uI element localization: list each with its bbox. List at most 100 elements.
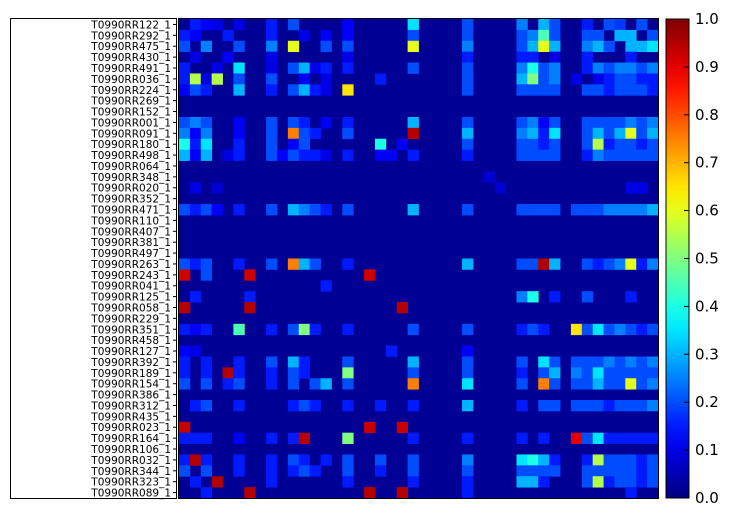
heatmap-cell	[603, 465, 615, 477]
heatmap-cell	[603, 400, 615, 412]
heatmap-cell	[320, 40, 332, 53]
heatmap-cell	[462, 19, 474, 31]
heatmap-cell	[396, 302, 409, 314]
heatmap-cell	[298, 432, 311, 444]
heatmap-cell	[396, 421, 409, 434]
heatmap-cell	[309, 127, 321, 140]
heatmap-cell	[549, 40, 561, 53]
heatmap-cell	[179, 323, 191, 336]
heatmap-cell	[342, 476, 354, 488]
heatmap-cell	[527, 116, 539, 129]
heatmap-cell	[342, 378, 354, 390]
heatmap-cell	[309, 204, 321, 216]
heatmap-cell	[516, 127, 528, 140]
row-label: T0990RR001_1	[90, 117, 171, 129]
heatmap-cell	[581, 454, 594, 466]
heatmap-cell	[603, 432, 615, 444]
heatmap-cell	[636, 465, 648, 477]
heatmap-cell	[625, 356, 637, 368]
row-label: T0990RR089_1	[90, 488, 171, 500]
heatmap-cell	[614, 400, 626, 412]
heatmap-cell	[614, 367, 626, 379]
heatmap-cell	[233, 127, 245, 140]
heatmap-cell	[592, 116, 604, 129]
heatmap-cell	[581, 62, 594, 74]
heatmap-cell	[200, 84, 213, 96]
heatmap-cell	[200, 127, 213, 140]
heatmap-cell	[200, 378, 213, 390]
heatmap-cell	[647, 323, 659, 336]
heatmap-cell	[549, 258, 561, 270]
heatmap-cell	[287, 400, 300, 412]
heatmap-cell	[233, 73, 245, 85]
heatmap-cell	[462, 62, 474, 74]
heatmap-cell	[396, 487, 409, 499]
heatmap-cell	[636, 204, 648, 216]
heatmap-cell	[266, 138, 278, 151]
heatmap-cell	[179, 421, 191, 434]
heatmap-cell	[538, 138, 550, 151]
heatmap-cell	[549, 291, 561, 303]
heatmap-cell	[222, 149, 234, 161]
heatmap-cell	[625, 258, 637, 270]
heatmap-cell	[179, 73, 191, 85]
heatmap-cell	[309, 84, 321, 96]
heatmap-cell	[527, 84, 539, 96]
heatmap-cell	[516, 138, 528, 151]
heatmap-cell	[538, 116, 550, 129]
heatmap-cell	[647, 62, 659, 74]
heatmap-cell	[222, 378, 234, 390]
plot-area	[179, 19, 659, 499]
colorbar-tick-label: 0.6	[695, 202, 719, 220]
heatmap-cell	[342, 62, 354, 74]
heatmap-cell	[603, 356, 615, 368]
heatmap-cell	[581, 29, 594, 42]
heatmap-cell	[266, 62, 278, 74]
heatmap-cell	[179, 84, 191, 96]
heatmap-cell	[298, 62, 311, 74]
heatmap-cell	[298, 323, 311, 336]
heatmap-cell	[462, 73, 474, 85]
heatmap-cell	[407, 40, 419, 53]
heatmap-cell	[189, 204, 202, 216]
heatmap-cell	[592, 378, 604, 390]
heatmap-cell	[266, 19, 278, 31]
heatmap-cell	[647, 432, 659, 444]
heatmap-cell	[516, 62, 528, 74]
row-label: T0990RR386_1	[90, 390, 171, 402]
heatmap-cell	[527, 204, 539, 216]
heatmap-cell	[189, 454, 202, 466]
colorbar-tick-label: 0.5	[695, 250, 719, 268]
heatmap-cell	[200, 73, 213, 85]
row-label: T0990RR475_1	[90, 41, 171, 53]
heatmap-cell	[603, 323, 615, 336]
heatmap-cell	[320, 62, 332, 74]
heatmap-cell	[462, 465, 474, 477]
heatmap-cell	[407, 400, 419, 412]
heatmap-cell	[179, 258, 191, 270]
heatmap-cell	[636, 40, 648, 53]
heatmap-cell	[516, 149, 528, 161]
heatmap-cell	[276, 149, 289, 161]
heatmap-cell	[647, 465, 659, 477]
heatmap-cell	[538, 432, 550, 444]
heatmap-cell	[581, 149, 594, 161]
colorbar-tick-label: 0.7	[695, 154, 719, 172]
heatmap-cell	[647, 378, 659, 390]
heatmap-cell	[462, 29, 474, 42]
heatmap-cell	[179, 356, 191, 368]
heatmap-cell	[298, 138, 311, 151]
heatmap-cell	[233, 378, 245, 390]
row-label: T0990RR243_1	[90, 270, 171, 282]
row-label: T0990RR263_1	[90, 259, 171, 271]
heatmap-cell	[636, 400, 648, 412]
heatmap-cell	[592, 40, 604, 53]
heatmap-cell	[374, 149, 387, 161]
heatmap-cell	[516, 454, 528, 466]
row-label: T0990RR041_1	[90, 281, 171, 293]
heatmap-cell	[266, 323, 278, 336]
heatmap-cell	[320, 149, 332, 161]
row-label: T0990RR269_1	[90, 96, 171, 108]
heatmap-cell	[592, 258, 604, 270]
heatmap-cell	[625, 204, 637, 216]
